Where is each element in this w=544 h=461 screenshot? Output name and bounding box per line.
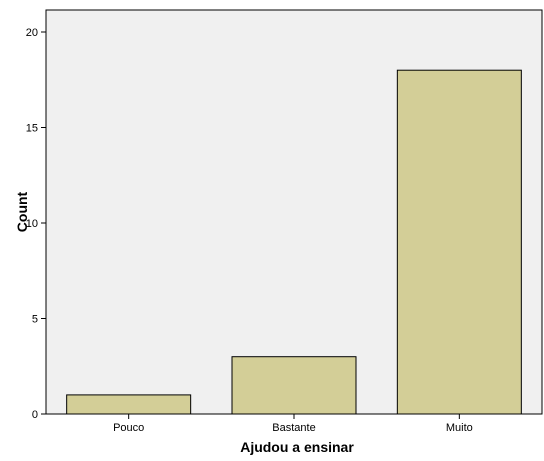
y-tick-label-2: 10 bbox=[26, 218, 38, 230]
x-tick-label-muito: Muito bbox=[446, 422, 473, 434]
bar-muito bbox=[396, 69, 522, 415]
x-axis-title: Ajudou a ensinar bbox=[240, 439, 354, 455]
y-tick-label-3: 15 bbox=[26, 123, 38, 135]
y-axis-title: Count bbox=[14, 191, 30, 232]
x-tick-label-pouco: Pouco bbox=[113, 422, 144, 434]
y-tick-label-4: 20 bbox=[26, 27, 38, 39]
y-axis: 0 5 10 15 20 bbox=[26, 27, 46, 421]
x-tick-label-bastante: Bastante bbox=[272, 422, 315, 434]
bar-pouco bbox=[66, 394, 192, 415]
x-axis: Pouco Bastante Muito bbox=[113, 414, 473, 434]
y-tick-label-0: 0 bbox=[32, 409, 38, 421]
y-tick-label-1: 5 bbox=[32, 314, 38, 326]
bars bbox=[66, 69, 522, 415]
bar-bastante bbox=[231, 356, 357, 415]
